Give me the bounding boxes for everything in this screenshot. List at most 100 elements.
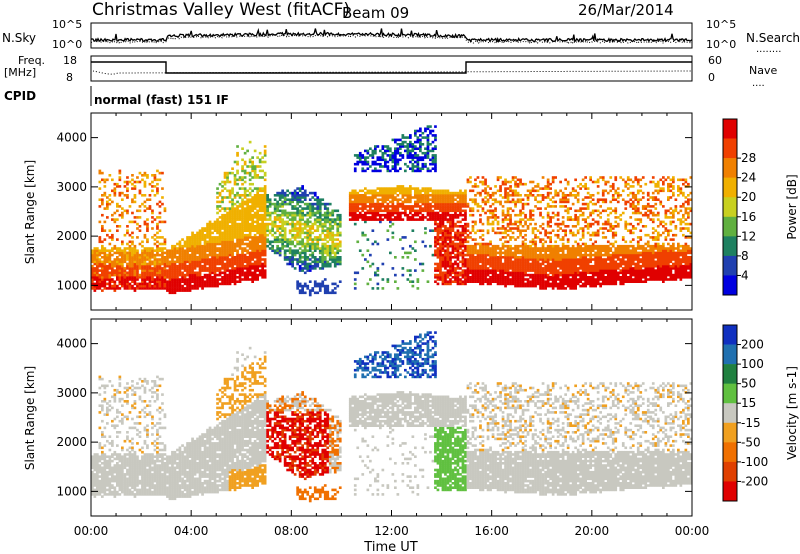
heatmap-cell: [401, 205, 405, 208]
heatmap-cell: [323, 278, 327, 281]
heatmap-cell: [541, 258, 545, 261]
heatmap-cell: [191, 269, 194, 272]
heatmap-cell: [241, 178, 244, 182]
heatmap-cell: [301, 244, 304, 248]
heatmap-cell: [526, 273, 530, 277]
heatmap-cell: [276, 240, 279, 244]
heatmap-cell: [429, 216, 432, 219]
heatmap-cell: [436, 264, 440, 268]
heatmap-cell: [143, 236, 147, 239]
heatmap-cell: [203, 260, 207, 264]
cpid-text: normal (fast) 151 IF: [94, 93, 229, 107]
heatmap-cell: [198, 269, 202, 272]
heatmap-cell: [431, 189, 435, 193]
heatmap-cell: [281, 200, 284, 204]
heatmap-cell: [449, 194, 452, 197]
heatmap-cell: [216, 258, 219, 261]
heatmap-cell: [544, 280, 547, 283]
heatmap-cell: [321, 284, 325, 288]
heatmap-cell: [148, 264, 152, 268]
heatmap-cell: [409, 143, 412, 146]
heatmap-cell: [193, 251, 197, 255]
heatmap-cell: [539, 213, 542, 217]
heatmap-cell: [496, 273, 500, 277]
heatmap-cell: [501, 280, 505, 283]
heatmap-cell: [98, 187, 102, 190]
heatmap-cell: [454, 231, 457, 235]
heatmap-cell: [333, 260, 337, 264]
heatmap-cell: [103, 264, 107, 268]
heatmap-cell: [386, 211, 390, 215]
heatmap-cell: [216, 269, 219, 272]
heatmap-cell: [521, 225, 525, 228]
heatmap-cell: [328, 264, 332, 268]
heatmap-cell: [474, 185, 477, 188]
heatmap-cell: [529, 280, 532, 283]
heatmap-cell: [281, 220, 284, 224]
heatmap-cell: [491, 198, 495, 201]
heatmap-cell: [536, 253, 540, 257]
heatmap-cell: [381, 213, 385, 217]
heatmap-cell: [514, 213, 517, 217]
heatmap-cell: [183, 269, 187, 272]
heatmap-cell: [449, 198, 452, 201]
heatmap-cell: [108, 284, 112, 288]
heatmap-cell: [183, 258, 187, 261]
heatmap-cell: [531, 231, 535, 235]
heatmap-cell: [524, 271, 527, 275]
heatmap-cell: [441, 200, 445, 204]
heatmap-cell: [303, 253, 307, 257]
heatmap-cell: [133, 271, 137, 275]
heatmap-cell: [494, 269, 497, 272]
beam-label: Beam 09: [342, 4, 409, 22]
heatmap-cell: [476, 260, 480, 264]
heatmap-cell: [241, 220, 244, 224]
heatmap-cell: [153, 238, 157, 241]
heatmap-cell: [291, 229, 294, 232]
heatmap-cell: [306, 233, 310, 237]
heatmap-cell: [128, 284, 132, 288]
heatmap-cell: [504, 182, 507, 186]
heatmap-cell: [243, 227, 247, 230]
heatmap-cell: [474, 178, 477, 182]
heatmap-cell: [541, 187, 545, 190]
heatmap-cell: [168, 289, 172, 292]
heatmap-cell: [278, 205, 282, 208]
heatmap-cell: [446, 220, 450, 224]
heatmap-cell: [241, 253, 244, 257]
heatmap-cell: [426, 147, 430, 150]
heatmap-cell: [218, 258, 222, 261]
heatmap-cell: [216, 260, 219, 264]
heatmap-cell: [411, 147, 415, 150]
heatmap-cell: [356, 216, 360, 219]
heatmap-cell: [376, 211, 380, 215]
heatmap-cell: [293, 249, 297, 252]
heatmap-cell: [123, 276, 127, 279]
heatmap-cell: [291, 240, 294, 244]
heatmap-cell: [326, 207, 330, 210]
heatmap-cell: [136, 176, 139, 179]
heatmap-cell: [153, 194, 157, 197]
heatmap-cell: [298, 222, 302, 226]
heatmap-cell: [223, 258, 227, 261]
heatmap-cell: [323, 256, 327, 259]
heatmap-cell: [529, 282, 532, 286]
heatmap-cell: [551, 200, 555, 204]
heatmap-cell: [501, 247, 505, 250]
heatmap-cell: [136, 267, 139, 270]
heatmap-cell: [511, 189, 515, 193]
heatmap-cell: [401, 143, 405, 146]
heatmap-cell: [534, 262, 537, 266]
heatmap-cell: [494, 262, 497, 266]
heatmap-cell: [128, 278, 132, 281]
heatmap-cell: [454, 269, 457, 272]
heatmap-cell: [256, 187, 259, 190]
heatmap-cell: [481, 222, 485, 226]
heatmap-cell: [108, 262, 112, 266]
heatmap-cell: [326, 202, 330, 206]
heatmap-cell: [263, 154, 267, 157]
heatmap-cell: [303, 189, 307, 193]
heatmap-cell: [261, 276, 264, 279]
heatmap-cell: [391, 196, 395, 199]
heatmap-cell: [206, 273, 209, 277]
